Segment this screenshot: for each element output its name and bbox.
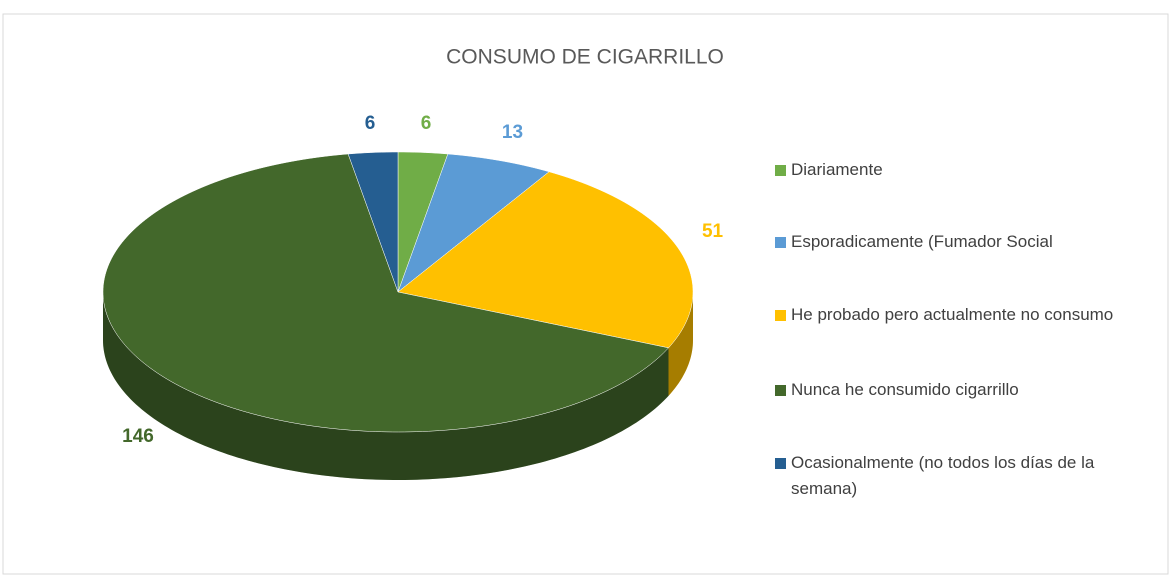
slice-side: [668, 292, 693, 396]
legend-label: Nunca he consumido cigarrillo: [791, 380, 1019, 399]
legend-swatch: [775, 165, 786, 176]
legend-swatch: [775, 458, 786, 469]
legend-item: Diariamente: [775, 157, 1125, 183]
legend-label: Esporadicamente (Fumador Social: [791, 232, 1053, 251]
legend-label: Ocasionalmente (no todos los días de la …: [791, 453, 1095, 498]
chart-title: CONSUMO DE CIGARRILLO: [446, 46, 724, 69]
legend-item: Esporadicamente (Fumador Social: [775, 229, 1125, 255]
slice-side: [103, 292, 669, 480]
data-label: 146: [122, 426, 154, 447]
legend-swatch: [775, 237, 786, 248]
data-label: 13: [502, 122, 523, 143]
legend-swatch: [775, 385, 786, 396]
legend-label: Diariamente: [791, 160, 883, 179]
slice-side-shade: [668, 292, 693, 396]
data-label: 51: [702, 221, 724, 242]
slice: [397, 171, 694, 349]
slice: [347, 151, 399, 293]
slice-side-shade: [103, 292, 669, 480]
legend-swatch: [775, 310, 786, 321]
slice: [397, 153, 550, 293]
legend-item: He probado pero actualmente no consumo: [775, 302, 1125, 328]
legend-item: Ocasionalmente (no todos los días de la …: [775, 450, 1125, 502]
data-label: 6: [365, 113, 376, 134]
slice: [102, 153, 669, 433]
legend-label: He probado pero actualmente no consumo: [791, 305, 1114, 324]
legend-item: Nunca he consumido cigarrillo: [775, 377, 1125, 403]
data-label: 6: [421, 113, 432, 134]
